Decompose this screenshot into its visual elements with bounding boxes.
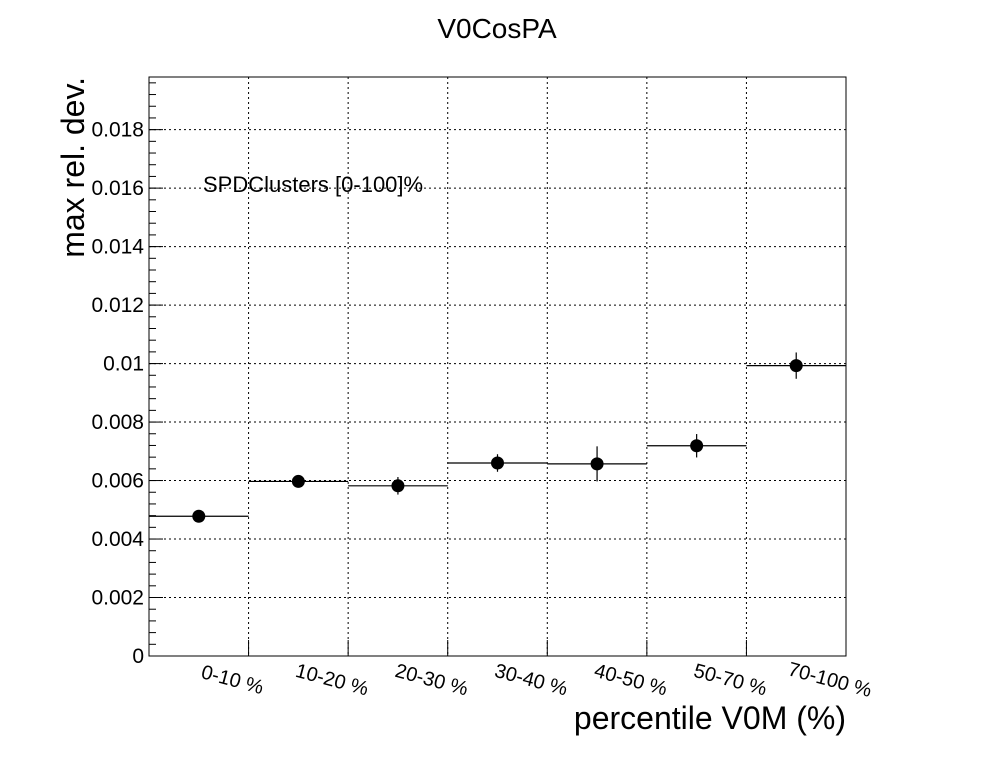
plot-frame [148, 76, 847, 657]
y-tick-label: 0.01 [103, 353, 144, 376]
y-tick-label: 0.018 [91, 119, 144, 142]
y-tick-label: 0.002 [91, 587, 144, 610]
data-point [789, 359, 803, 373]
y-tick-label: 0.012 [91, 294, 144, 317]
y-tick-label: 0.008 [91, 411, 144, 434]
chart-title: V0CosPA [437, 13, 557, 44]
data-marks [149, 352, 846, 523]
data-point [291, 474, 305, 488]
grid [149, 77, 846, 656]
data-point [391, 479, 405, 493]
y-tick-label: 0.016 [91, 177, 144, 200]
annotation: SPDClusters [0-100]% [203, 172, 423, 197]
y-tick-label: 0.014 [91, 236, 144, 259]
y-axis: 0 0.002 0.004 0.006 0.008 0.01 0.012 0.014 0.016… [91, 82, 163, 668]
data-point [491, 456, 504, 470]
data-point [690, 439, 704, 453]
x-axis-title: percentile V0M (%) [574, 700, 846, 736]
y-tick-label: 0.004 [91, 528, 144, 551]
y-tick-label: 0 [132, 645, 144, 668]
data-point [590, 457, 604, 471]
y-tick-label: 0.006 [91, 470, 144, 493]
data-point [192, 509, 206, 523]
y-axis-title: max rel. dev. [55, 77, 91, 258]
